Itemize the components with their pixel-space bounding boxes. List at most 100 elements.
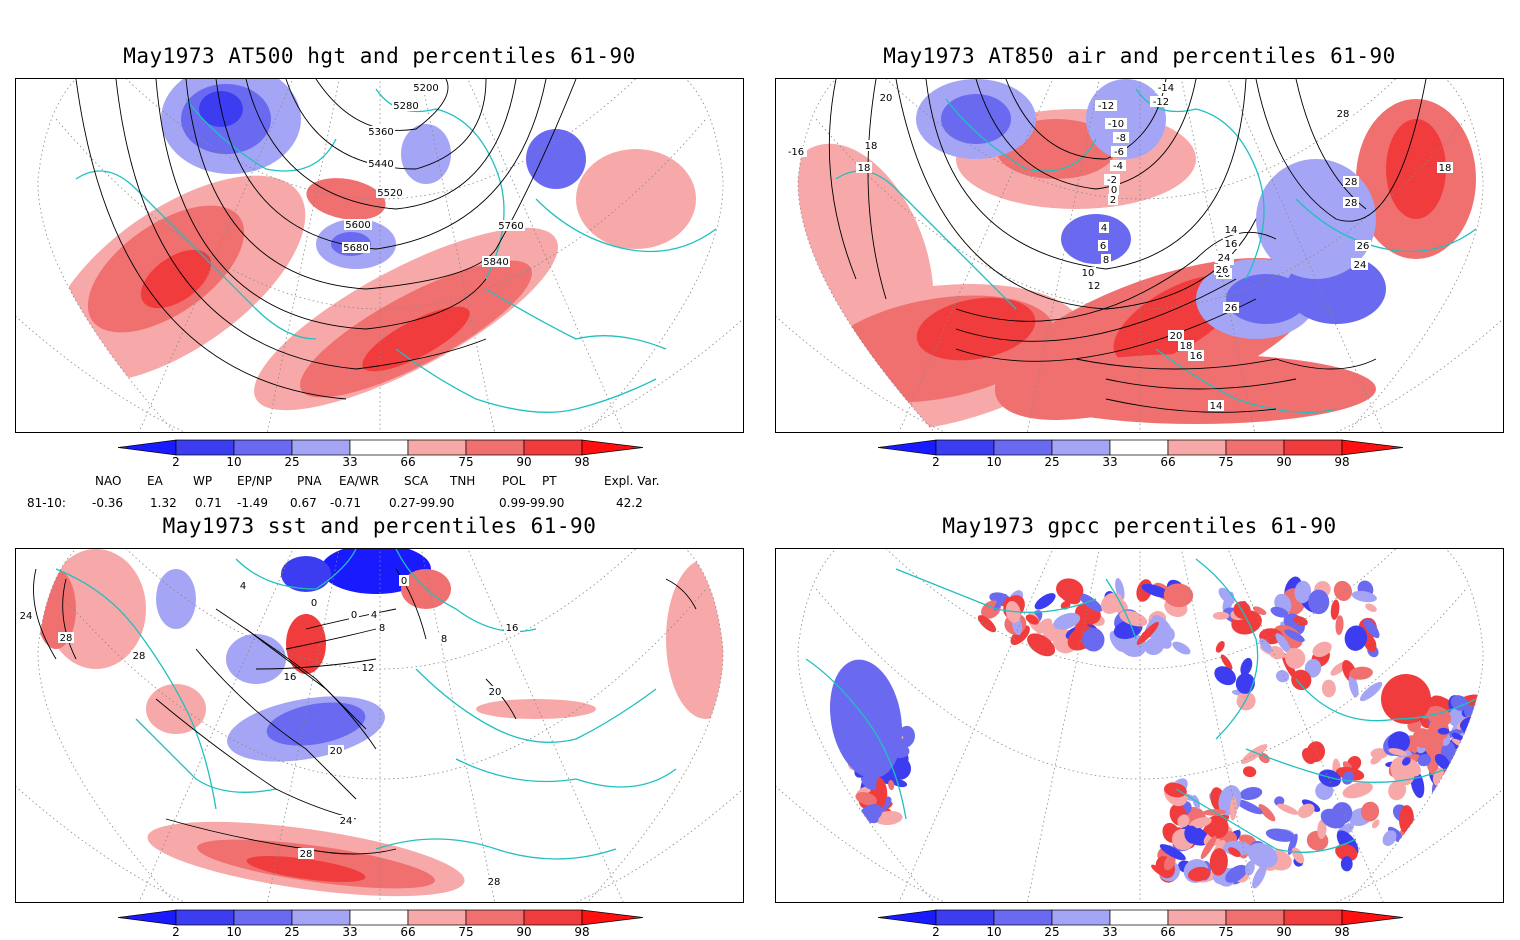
contour-label: 4 <box>240 581 246 592</box>
coastline <box>485 288 667 350</box>
contour-line <box>867 79 887 300</box>
positive-anomaly-shade <box>1184 825 1200 844</box>
positive-anomaly-shade <box>1450 695 1469 711</box>
negative-anomaly-shade <box>526 129 586 189</box>
contour-label: 12 <box>1088 281 1101 292</box>
positive-anomaly-shade <box>1293 616 1308 626</box>
panel-title-gpcc: May1973 gpcc percentiles 61-90 <box>942 514 1337 538</box>
positive-anomaly-shade <box>1386 119 1446 219</box>
positive-anomaly-shade <box>1388 780 1407 801</box>
contour-label: -10 <box>1108 119 1124 130</box>
positive-anomaly-shade <box>1252 864 1267 889</box>
contour-label: 26 <box>1225 303 1238 314</box>
positive-anomaly-shade <box>1247 842 1278 868</box>
positive-anomaly-shade <box>1229 796 1237 821</box>
contour-label: 28 <box>133 651 146 662</box>
positive-anomaly-shade <box>1172 641 1191 655</box>
negative-anomaly-shade <box>1388 748 1407 757</box>
contour-label: 24 <box>1218 253 1231 264</box>
colorbar-tick-label: 10 <box>226 925 242 939</box>
contour-line <box>115 79 487 370</box>
contour-label: -6 <box>1114 147 1124 158</box>
coastline <box>535 198 717 253</box>
meridian-line <box>467 79 624 432</box>
colorbar-segment <box>523 439 583 456</box>
colorbar-segment <box>465 909 525 926</box>
negative-anomaly-shade <box>993 593 1007 611</box>
contour-line <box>1075 358 1377 370</box>
contour-label: 0 <box>1111 185 1117 196</box>
coastline <box>455 758 677 788</box>
contour-label: 28 <box>1337 109 1350 120</box>
contour-label: -12 <box>1153 97 1169 108</box>
map-panel-sst: 24 28 28 4 0 0 0 4 8 12 16 20 20 24 28 28 16 8 <box>15 548 744 903</box>
colorbar-segment <box>1225 909 1285 926</box>
idx-header-eawr: EA/WR <box>339 474 380 488</box>
colorbar-right-arrow <box>581 439 643 456</box>
negative-anomaly-shade <box>1078 593 1103 612</box>
projection-edge <box>587 79 724 432</box>
positive-anomaly-shade <box>1220 654 1233 670</box>
contour-label: 8 <box>441 634 447 645</box>
colorbar-segment <box>233 439 293 456</box>
negative-anomaly-shade <box>1061 214 1131 264</box>
negative-anomaly-shade <box>281 556 331 592</box>
idx-header-explvar: Expl. Var. <box>604 474 660 488</box>
contour-label: -2 <box>1107 175 1117 186</box>
negative-anomaly-shade <box>1189 817 1212 829</box>
positive-anomaly-shade <box>1239 787 1263 801</box>
indices-header-row: NAO EA WP EP/NP PNA EA/WR SCA TNH POL PT… <box>0 474 760 490</box>
contour-line <box>285 79 487 170</box>
contour-label: 26 <box>1357 241 1370 252</box>
positive-anomaly-shade <box>1241 744 1268 764</box>
negative-anomaly-shade <box>1177 814 1190 828</box>
projection-mask <box>1347 79 1503 432</box>
map-canvas-gpcc <box>776 549 1503 902</box>
coastline <box>235 549 357 590</box>
contour-label: 28 <box>300 849 313 860</box>
colorbar-tick-label: 98 <box>574 455 590 469</box>
negative-anomaly-shade <box>1349 666 1373 680</box>
contour-label: 16 <box>284 672 297 683</box>
contour-label: 5440 <box>368 159 393 170</box>
contour-line <box>955 278 1237 342</box>
contour-line <box>925 79 1247 270</box>
colorbar-segment <box>1283 909 1343 926</box>
negative-anomaly-shade <box>876 777 888 801</box>
colorbar-graphic <box>878 909 1403 926</box>
positive-anomaly-shade <box>1265 828 1296 842</box>
latitude-arc <box>125 79 636 200</box>
projection-edge <box>797 79 935 432</box>
colorbar-hgt500: 2 10 25 33 66 75 90 98 <box>118 438 643 474</box>
colorbar-segment <box>349 439 409 456</box>
colorbar-tick-label: 66 <box>400 455 416 469</box>
colorbar-segment <box>465 439 525 456</box>
colorbar-left-arrow <box>118 909 177 926</box>
contour-label: 18 <box>1439 163 1452 174</box>
contour-line <box>155 79 487 330</box>
meridian-line <box>1227 549 1384 902</box>
idx-value-sca-tnh: 0.27-99.90 <box>389 496 455 510</box>
contour-label: 28 <box>1345 177 1358 188</box>
projection-mask <box>776 79 935 432</box>
colorbar-tick-label: 90 <box>516 925 532 939</box>
colorbar-tick-label: 98 <box>1334 925 1350 939</box>
coastline <box>1245 748 1447 783</box>
negative-anomaly-shade <box>266 702 366 746</box>
positive-anomaly-shade <box>1274 796 1285 806</box>
contour-line <box>245 79 517 210</box>
idx-value-epnp: -1.49 <box>237 496 269 510</box>
contour-label: 20 <box>330 746 343 757</box>
negative-anomaly-shade <box>1236 691 1256 711</box>
negative-anomaly-shade <box>1370 748 1389 759</box>
positive-anomaly-shade <box>1218 587 1235 605</box>
panel-title-air850: May1973 AT850 air and percentiles 61-90 <box>883 44 1396 68</box>
positive-anomaly-shade <box>1330 599 1340 620</box>
positive-anomaly-shade <box>1402 757 1411 766</box>
positive-anomaly-shade <box>1214 666 1236 686</box>
contour-line <box>1105 378 1297 390</box>
coastline <box>415 668 657 743</box>
idx-value-eawr: -0.71 <box>330 496 362 510</box>
coastline <box>1105 578 1137 640</box>
latitude-arc <box>125 549 636 670</box>
